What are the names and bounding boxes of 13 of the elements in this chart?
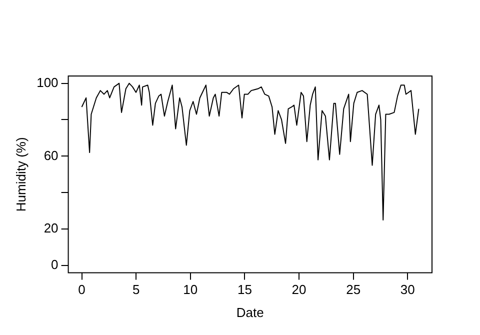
- x-tick-label: 30: [400, 282, 415, 298]
- y-tick-label: 0: [51, 257, 58, 272]
- y-tick-label: 60: [44, 148, 58, 163]
- y-axis-title: Humidity (%): [13, 137, 28, 212]
- x-tick-label: 5: [132, 282, 140, 298]
- x-tick-label: 15: [237, 282, 252, 298]
- x-tick-label: 10: [183, 282, 198, 298]
- x-tick-label: 0: [78, 282, 86, 298]
- x-tick-label: 20: [292, 282, 306, 298]
- y-tick-label: 100: [36, 74, 58, 90]
- y-tick-label: 20: [44, 220, 58, 236]
- x-tick-label: 25: [346, 282, 361, 298]
- x-axis-title: Date: [236, 304, 264, 320]
